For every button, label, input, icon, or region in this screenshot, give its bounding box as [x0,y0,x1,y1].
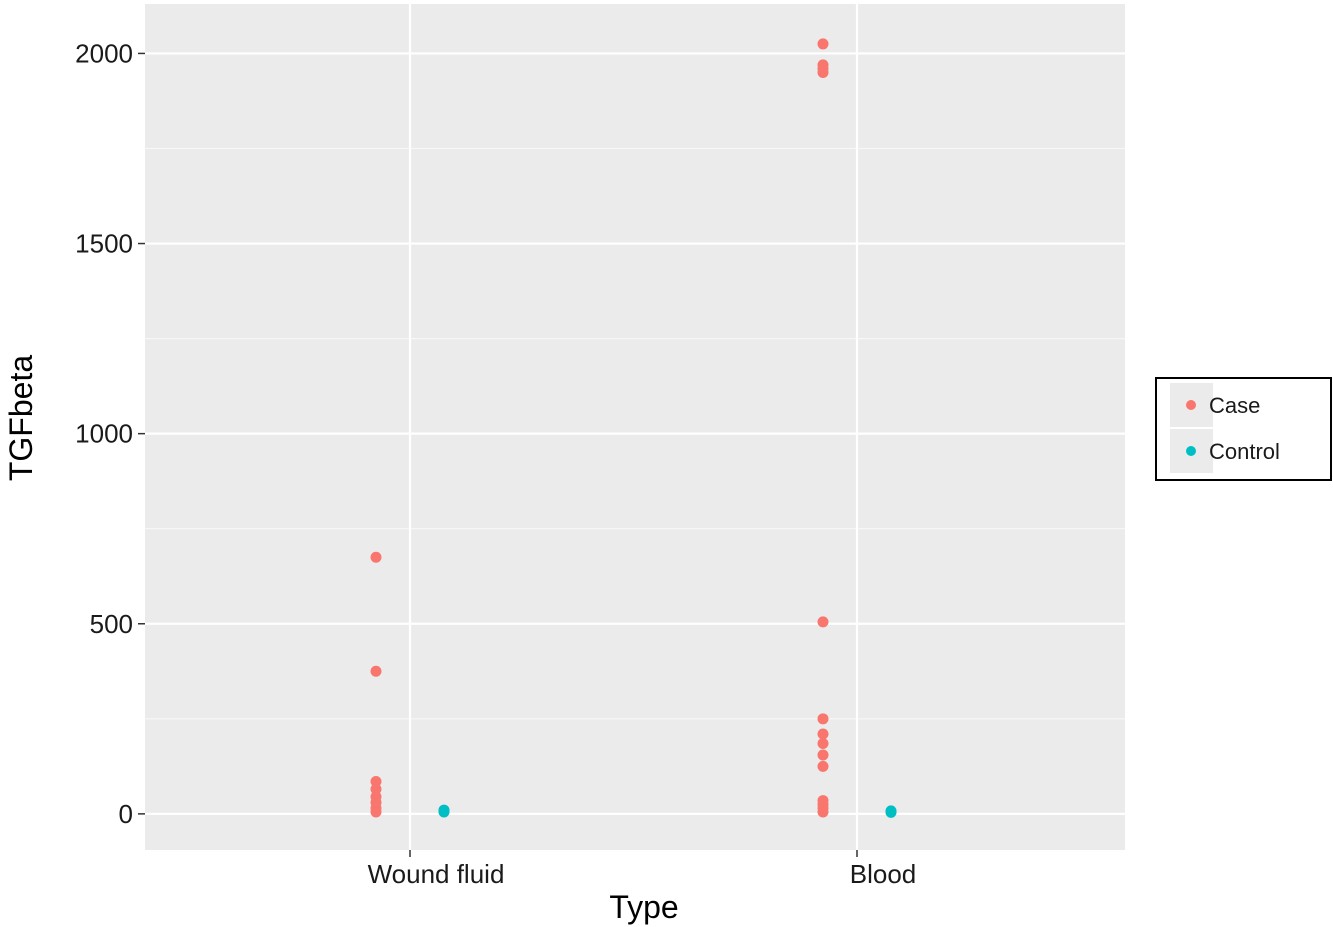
legend-label-control: Control [1209,439,1280,464]
x-axis-title: Type [609,889,678,925]
legend-key-case [1186,400,1196,410]
y-axis-title: TGFbeta [3,355,39,481]
y-tick-label: 0 [119,799,133,829]
data-point-case [370,783,382,795]
y-axis: 0 500 1000 1500 2000 [75,38,145,829]
data-point-case [817,749,829,761]
legend-label-case: Case [1209,393,1260,418]
x-tick-label: Wound fluid [368,859,505,889]
y-tick-label: 1500 [75,229,133,259]
data-point-case [370,551,382,563]
data-points [370,38,897,818]
legend-key-control [1186,446,1196,456]
data-point-control [885,806,897,818]
data-point-control [438,806,450,818]
data-point-case [817,806,829,818]
data-point-case [817,66,829,78]
plot-panel [145,4,1125,850]
data-point-case [817,616,829,628]
y-tick-label: 2000 [75,38,133,68]
data-point-case [817,38,829,50]
legend: Case Control [1155,377,1332,481]
major-gridlines [145,4,1125,850]
y-tick-label: 1000 [75,419,133,449]
data-point-case [817,760,829,772]
data-point-case [370,806,382,818]
data-point-case [370,776,382,788]
data-point-case [817,738,829,750]
y-tick-label: 500 [90,609,133,639]
data-point-case [817,713,829,725]
x-axis: Wound fluid Blood [368,850,917,889]
data-point-case [370,665,382,677]
minor-gridlines [145,147,1125,720]
x-tick-label: Blood [850,859,917,889]
data-point-case [817,728,829,740]
